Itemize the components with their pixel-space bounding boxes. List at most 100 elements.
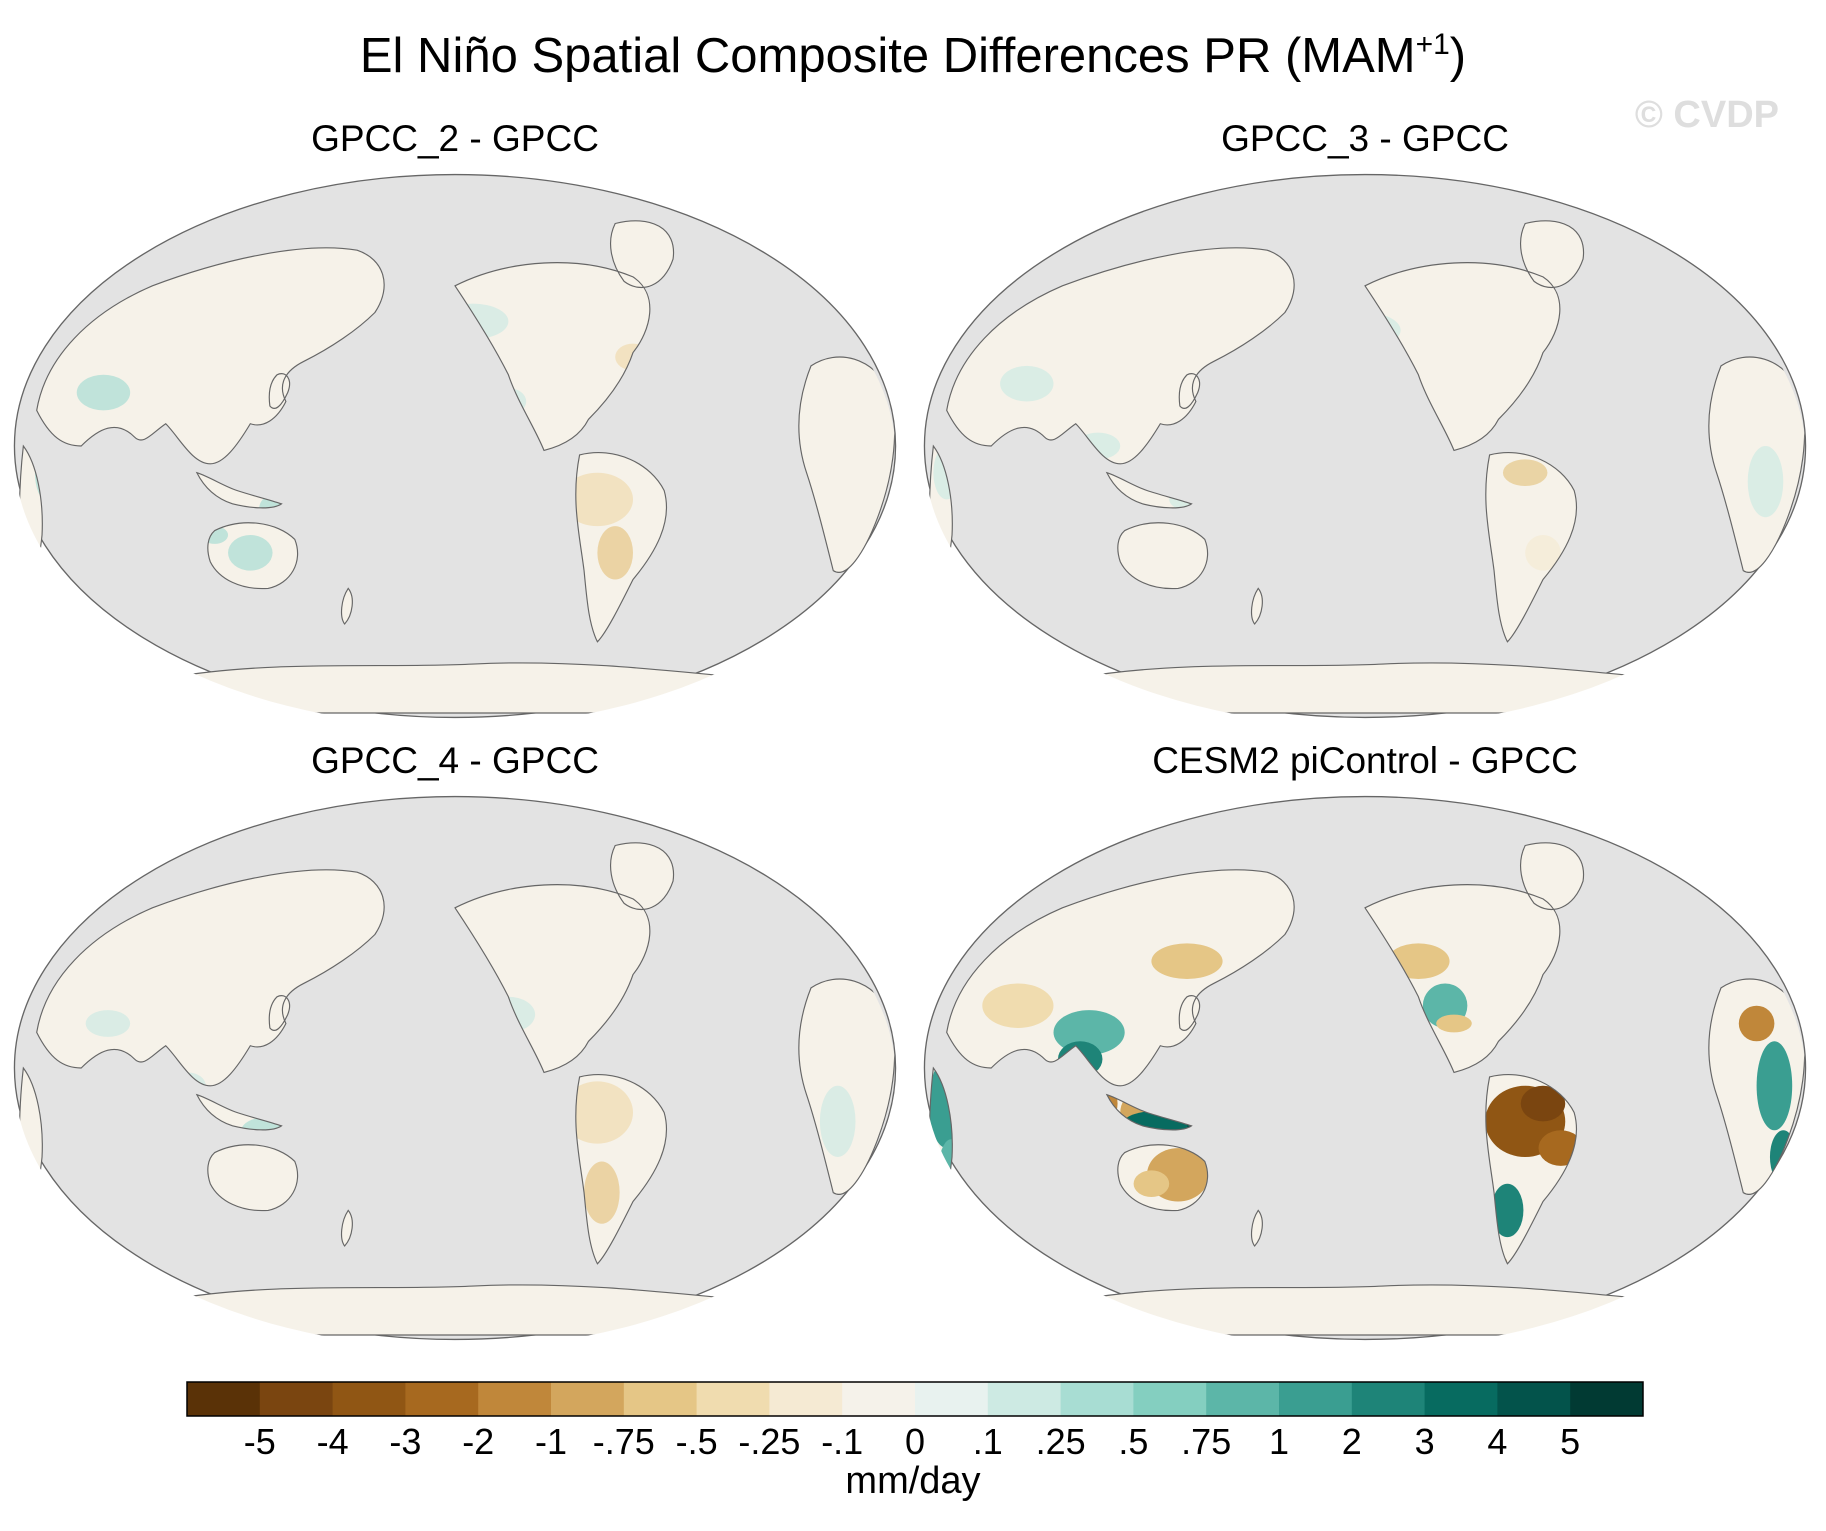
australia-coastline (207, 1144, 299, 1212)
colorbar-swatch (623, 1382, 698, 1416)
colorbar-swatch (1424, 1382, 1498, 1416)
anomaly-patch (561, 1081, 633, 1144)
colorbar-tick-label: -.75 (593, 1421, 655, 1460)
map-panel-gpcc3: GPCC_3 - GPCC (920, 118, 1810, 719)
greenland-coastline (1520, 842, 1585, 911)
title-superscript: +1 (1415, 28, 1450, 61)
australia-coastline (207, 522, 299, 590)
anomaly-patch (1502, 459, 1548, 487)
japan-coastline (268, 995, 291, 1031)
japan-coastline (1178, 373, 1201, 409)
map-ocean (923, 795, 1807, 1341)
japan-land (269, 995, 290, 1031)
antarctica-coastline (169, 1284, 741, 1336)
colorbar-swatch (769, 1382, 843, 1416)
colorbar-swatch (1206, 1382, 1280, 1416)
colorbar-tick-label: 4 (1487, 1421, 1507, 1460)
anomaly-patch (819, 1085, 856, 1157)
colorbar-tick-label: -.5 (676, 1421, 718, 1460)
colorbar-swatch (259, 1382, 334, 1416)
namerica-coastline (454, 262, 651, 452)
eurasia-coastline (36, 869, 385, 1087)
samerica-coastline (575, 1074, 668, 1265)
greenland-coastline (610, 842, 675, 911)
land-group (18, 220, 896, 714)
colorbar-tick-label: -.1 (821, 1421, 863, 1460)
colorbar-tick-label: 2 (1342, 1421, 1362, 1460)
greenland-land (1520, 220, 1584, 288)
samerica-coastline (1485, 452, 1578, 643)
panel-title: GPCC_2 - GPCC (311, 118, 599, 159)
anomaly-patch (1151, 943, 1223, 979)
japan-land (269, 373, 290, 409)
colorbar-tick-label: -3 (389, 1421, 421, 1460)
colorbar-tick-label: .75 (1181, 1421, 1231, 1460)
colorbar-units: mm/day (845, 1460, 981, 1502)
greenland-land (610, 842, 674, 910)
map-ocean (923, 173, 1807, 719)
australia-land (207, 1144, 298, 1211)
colorbar-tick-label: -2 (462, 1421, 494, 1460)
anomaly-patch (1000, 365, 1054, 402)
eurasia-coastline (36, 247, 385, 465)
colorbar-frame (186, 1381, 1644, 1417)
map-panel-gpcc2: GPCC_2 - GPCC (10, 118, 900, 719)
antarctica-coastline (1079, 662, 1651, 714)
namerica-coastline (454, 884, 651, 1074)
eurasia-land (946, 247, 1295, 464)
cvdp-watermark: © CVDP (1634, 94, 1779, 136)
colorbar-swatch (1133, 1382, 1207, 1416)
australia-coastline (1117, 522, 1209, 590)
anomaly-patch (1747, 446, 1784, 518)
anomaly-patch (982, 983, 1054, 1028)
anomaly-patch (228, 535, 273, 571)
eurasia-coastline (946, 869, 1295, 1087)
map-panel-gpcc4: GPCC_4 - GPCC (10, 740, 900, 1341)
antarctica-land (170, 1284, 740, 1335)
japan-coastline (268, 373, 291, 409)
colorbar-tick-label: 3 (1415, 1421, 1435, 1460)
seAsia-coastline (1105, 1093, 1193, 1131)
colorbar-swatch (696, 1382, 770, 1416)
japan-land (1179, 373, 1200, 409)
anomaly-patch (1133, 1170, 1170, 1198)
colorbar-swatch (1351, 1382, 1426, 1416)
map-ocean (13, 795, 897, 1341)
antarctica-land (1080, 662, 1650, 713)
greenland-land (1520, 842, 1584, 910)
australia-land (1117, 522, 1208, 589)
world-map (923, 173, 1807, 719)
anomaly-patch (1491, 1183, 1524, 1238)
antarctica-coastline (169, 662, 741, 714)
colorbar-swatch (987, 1382, 1062, 1416)
colorbar-tick-label: 5 (1560, 1421, 1580, 1460)
colorbar-tick-label: .25 (1036, 1421, 1086, 1460)
nz-coastline (1250, 1209, 1263, 1247)
seAsia-coastline (1105, 471, 1193, 509)
figure-title: El Niño Spatial Composite Differences PR… (0, 28, 1826, 84)
antarctica-land (1080, 1284, 1650, 1335)
australia-coastline (1117, 1144, 1209, 1212)
world-map (923, 795, 1807, 1341)
anomaly-patch (1738, 1005, 1775, 1042)
colorbar-swatch (332, 1382, 406, 1416)
anomaly-patch (1520, 1085, 1566, 1122)
namerica-land (455, 884, 650, 1073)
antarctica-coastline (1079, 1284, 1651, 1336)
panel-title: GPCC_3 - GPCC (1221, 118, 1509, 159)
panel-title: GPCC_4 - GPCC (311, 740, 599, 781)
colorbar-tick-label: -.25 (738, 1421, 800, 1460)
colorbar-tick-label: .5 (1118, 1421, 1148, 1460)
anomaly-patch (1756, 1041, 1793, 1131)
africa-land (798, 357, 895, 573)
eurasia-land (946, 869, 1295, 1086)
panel-title: CESM2 piControl - GPCC (1152, 740, 1578, 781)
nz-coastline (340, 587, 353, 625)
title-main: El Niño Spatial Composite Differences PR… (359, 29, 1416, 83)
nz-coastline (1250, 587, 1263, 625)
colorbar-swatch (187, 1382, 261, 1416)
namerica-land (1365, 884, 1560, 1073)
anomaly-patch (597, 526, 633, 580)
greenland-coastline (1520, 220, 1585, 289)
namerica-land (1365, 262, 1560, 451)
